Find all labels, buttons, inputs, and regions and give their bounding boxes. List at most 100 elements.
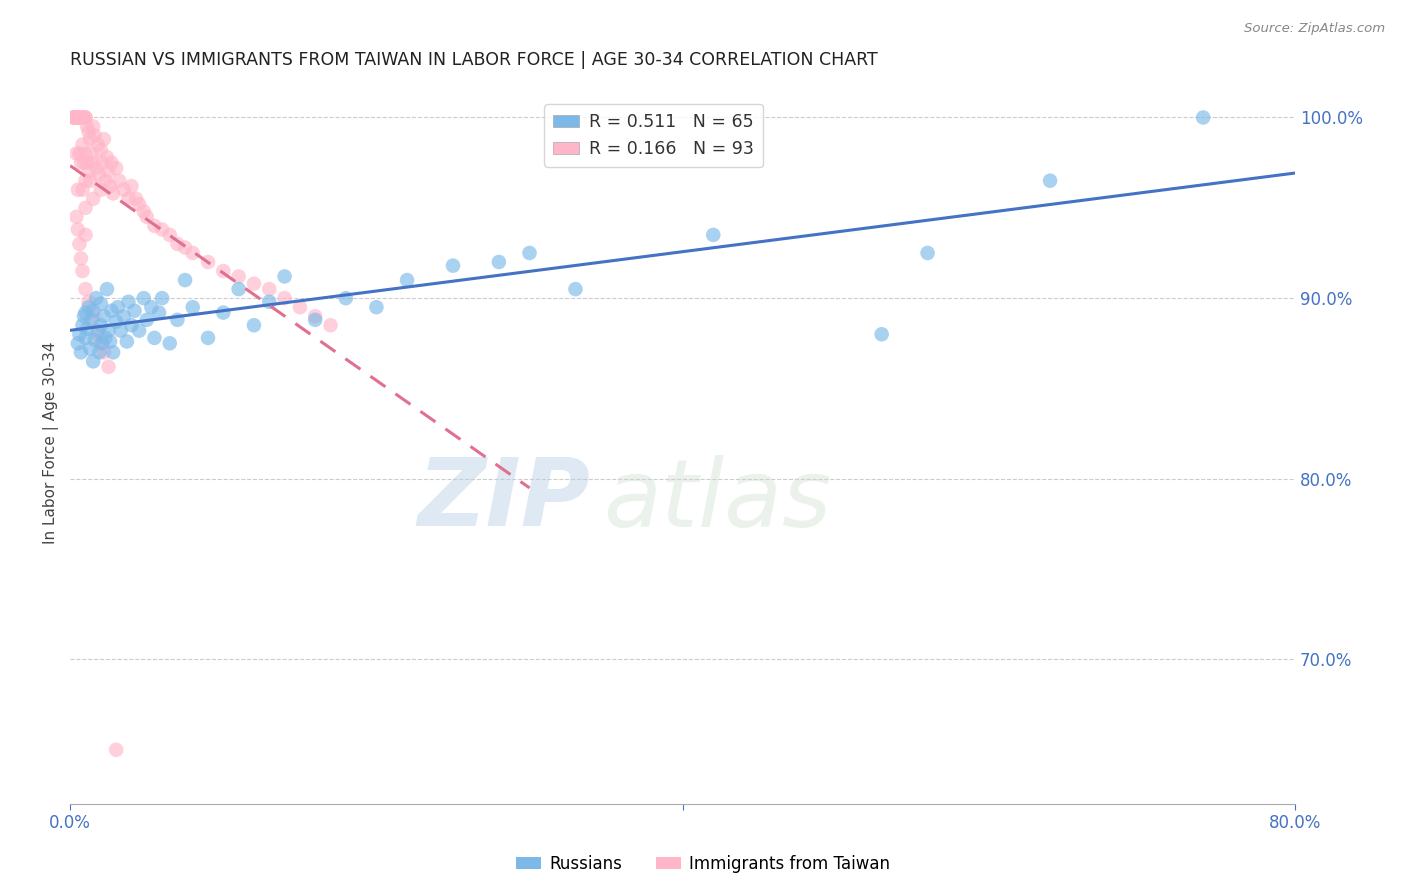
Point — [304, 309, 326, 323]
Point — [82, 155, 104, 169]
Text: ZIP: ZIP — [418, 455, 591, 547]
Point — [1192, 111, 1215, 125]
Text: Source: ZipAtlas.com: Source: ZipAtlas.com — [1244, 22, 1385, 36]
Point — [80, 146, 103, 161]
Point — [105, 315, 128, 329]
Point — [73, 155, 96, 169]
Point — [91, 336, 114, 351]
Point — [66, 111, 89, 125]
Point — [143, 331, 166, 345]
Point — [84, 161, 107, 175]
Point — [121, 179, 143, 194]
Legend: Russians, Immigrants from Taiwan: Russians, Immigrants from Taiwan — [509, 848, 897, 880]
Point — [66, 111, 89, 125]
Point — [66, 222, 89, 236]
Point — [79, 132, 101, 146]
Point — [141, 300, 163, 314]
Point — [93, 132, 115, 146]
Point — [870, 327, 893, 342]
Point — [319, 318, 342, 333]
Legend: R = 0.511   N = 65, R = 0.166   N = 93: R = 0.511 N = 65, R = 0.166 N = 93 — [544, 104, 763, 167]
Point — [1039, 174, 1062, 188]
Point — [94, 331, 117, 345]
Point — [117, 192, 139, 206]
Point — [76, 322, 98, 336]
Text: atlas: atlas — [603, 455, 831, 546]
Point — [125, 192, 148, 206]
Point — [75, 282, 97, 296]
Point — [135, 210, 157, 224]
Point — [87, 137, 110, 152]
Point — [335, 291, 357, 305]
Point — [77, 300, 100, 314]
Point — [273, 291, 295, 305]
Point — [66, 183, 89, 197]
Point — [65, 146, 87, 161]
Point — [66, 111, 89, 125]
Point — [66, 111, 89, 125]
Point — [83, 128, 105, 143]
Point — [174, 241, 197, 255]
Point — [117, 294, 139, 309]
Point — [73, 111, 96, 125]
Point — [77, 125, 100, 139]
Point — [75, 111, 97, 125]
Point — [82, 120, 104, 134]
Point — [259, 294, 281, 309]
Point — [98, 179, 121, 194]
Point — [166, 313, 188, 327]
Point — [75, 201, 97, 215]
Point — [90, 336, 112, 351]
Point — [132, 291, 155, 305]
Point — [75, 305, 97, 319]
Point — [65, 210, 87, 224]
Point — [304, 313, 326, 327]
Point — [93, 309, 115, 323]
Point — [73, 309, 96, 323]
Point — [97, 324, 120, 338]
Point — [67, 146, 90, 161]
Point — [66, 111, 89, 125]
Point — [90, 318, 112, 333]
Point — [82, 309, 104, 323]
Point — [181, 300, 204, 314]
Point — [150, 222, 173, 236]
Point — [67, 236, 90, 251]
Point — [79, 342, 101, 356]
Point — [77, 294, 100, 309]
Point — [107, 300, 129, 314]
Point — [96, 282, 118, 296]
Point — [228, 269, 250, 284]
Point — [75, 331, 97, 345]
Point — [75, 227, 97, 242]
Point — [83, 333, 105, 347]
Point — [66, 111, 89, 125]
Point — [150, 291, 173, 305]
Point — [67, 327, 90, 342]
Point — [112, 309, 135, 323]
Point — [174, 273, 197, 287]
Point — [63, 111, 86, 125]
Point — [115, 334, 138, 349]
Point — [132, 204, 155, 219]
Point — [564, 282, 586, 296]
Point — [62, 111, 84, 125]
Point — [65, 111, 87, 125]
Point — [97, 164, 120, 178]
Point — [87, 324, 110, 338]
Point — [90, 296, 112, 310]
Point — [702, 227, 724, 242]
Point — [243, 318, 266, 333]
Point — [84, 291, 107, 305]
Point — [90, 183, 112, 197]
Point — [70, 111, 93, 125]
Point — [197, 255, 219, 269]
Point — [181, 246, 204, 260]
Point — [77, 164, 100, 178]
Text: RUSSIAN VS IMMIGRANTS FROM TAIWAN IN LABOR FORCE | AGE 30-34 CORRELATION CHART: RUSSIAN VS IMMIGRANTS FROM TAIWAN IN LAB… — [70, 51, 877, 69]
Point — [100, 155, 122, 169]
Point — [87, 327, 110, 342]
Point — [121, 318, 143, 333]
Point — [82, 303, 104, 318]
Point — [70, 252, 93, 266]
